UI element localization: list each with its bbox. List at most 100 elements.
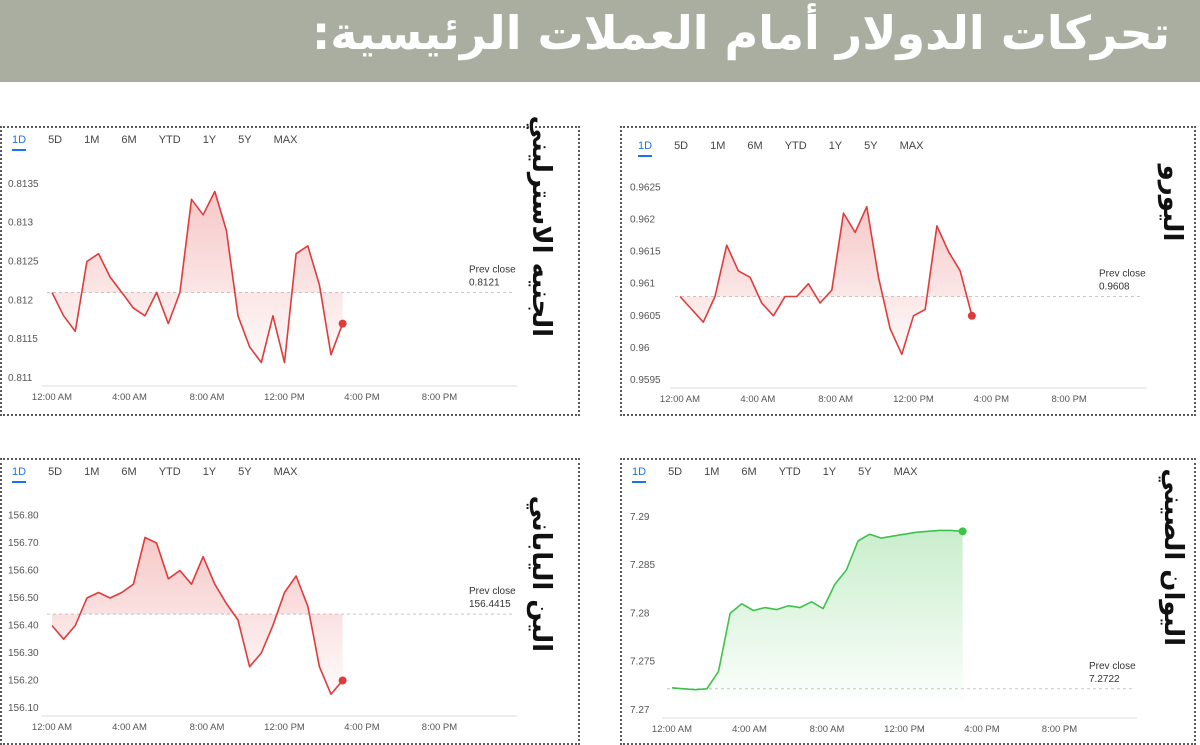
tab-5d[interactable]: 5D	[668, 466, 683, 478]
tab-1y[interactable]: 1Y	[202, 134, 217, 146]
tab-1y[interactable]: 1Y	[202, 466, 217, 478]
y-tick-label: 0.8135	[8, 179, 39, 190]
tab-1y[interactable]: 1Y	[828, 140, 843, 152]
x-tick-label: 12:00 AM	[652, 724, 692, 735]
tab-ytd[interactable]: YTD	[158, 466, 181, 478]
cny-currency-label: اليوان الصيني	[1158, 468, 1188, 646]
gbp-line-chart: 0.8135 0.813 0.8125 0.812 0.8115 0.811 12:00 A…	[8, 179, 517, 403]
tab-5y[interactable]: 5Y	[238, 466, 252, 478]
y-tick-label: 0.96	[630, 343, 650, 354]
series-line	[671, 529, 963, 691]
x-tick-label: 8:00 AM	[810, 724, 845, 735]
series-area	[680, 206, 972, 355]
tab-6m[interactable]: 6M	[121, 134, 137, 146]
series-end-point	[338, 319, 347, 328]
series-line	[51, 190, 344, 364]
tab-max[interactable]: MAX	[893, 466, 918, 478]
x-tick-label: 8:00 AM	[818, 394, 853, 405]
tab-1m[interactable]: 1M	[84, 134, 100, 146]
series-line	[679, 205, 973, 356]
y-tick-label: 7.27	[630, 705, 650, 716]
tab-1d[interactable]: 1D	[12, 466, 27, 483]
tab-5d[interactable]: 5D	[674, 140, 689, 152]
prev-close-value: 7.2722	[1089, 674, 1120, 685]
jpy-currency-label: الين الياباني	[526, 495, 556, 652]
tab-6m[interactable]: 6M	[121, 466, 137, 478]
tab-1m[interactable]: 1M	[704, 466, 720, 478]
tab-5y[interactable]: 5Y	[858, 466, 872, 478]
gbp-currency-label: الجنيه الاسترليني	[526, 115, 556, 337]
y-tick-label: 0.812	[8, 295, 33, 306]
x-tick-label: 8:00 PM	[1051, 394, 1086, 405]
jpy-line-chart: 156.80 156.70 156.60 156.50 156.40 156.30 156.…	[8, 511, 517, 733]
x-tick-label: 8:00 PM	[1042, 724, 1077, 735]
y-tick-label: 0.811	[8, 373, 33, 384]
tab-1y[interactable]: 1Y	[822, 466, 837, 478]
eur-chart-panel: 1D 5D 1M 6M YTD 1Y 5Y MAX 0.9625 0.962 0.9615 0.96…	[620, 126, 1196, 416]
prev-close-value: 0.9608	[1099, 282, 1130, 293]
x-tick-label: 8:00 PM	[422, 392, 457, 403]
series-end-point	[958, 527, 967, 536]
cny-chart-panel: 1D 5D 1M 6M YTD 1Y 5Y MAX 7.29 7.285 7.28 7.275 7.2…	[620, 458, 1196, 745]
y-tick-label: 156.80	[8, 511, 39, 522]
x-tick-label: 12:00 AM	[660, 394, 700, 405]
tab-max[interactable]: MAX	[899, 140, 924, 152]
tab-1m[interactable]: 1M	[84, 466, 100, 478]
x-tick-label: 12:00 PM	[893, 394, 934, 405]
y-tick-label: 156.30	[8, 648, 39, 659]
series-area	[672, 530, 963, 700]
y-tick-label: 7.285	[630, 560, 655, 571]
y-tick-label: 156.20	[8, 676, 39, 687]
range-tabs: 1D 5D 1M 6M YTD 1Y 5Y MAX	[12, 134, 319, 151]
series-line	[51, 536, 344, 695]
y-tick-label: 0.961	[630, 279, 655, 290]
series-end-point	[338, 676, 347, 685]
tab-1m[interactable]: 1M	[710, 140, 726, 152]
y-tick-label: 156.50	[8, 593, 39, 604]
tab-5y[interactable]: 5Y	[238, 134, 252, 146]
x-tick-label: 8:00 AM	[190, 392, 225, 403]
y-tick-label: 7.275	[630, 657, 655, 668]
y-tick-label: 0.9615	[630, 247, 661, 258]
tab-6m[interactable]: 6M	[741, 466, 757, 478]
x-tick-label: 8:00 PM	[422, 722, 457, 733]
y-tick-label: 0.9625	[630, 182, 661, 193]
y-tick-label: 7.29	[630, 512, 650, 523]
tab-ytd[interactable]: YTD	[784, 140, 807, 152]
y-tick-label: 156.40	[8, 621, 39, 632]
tab-5d[interactable]: 5D	[48, 134, 63, 146]
prev-close-label: Prev close	[1089, 661, 1136, 672]
x-tick-label: 4:00 AM	[740, 394, 775, 405]
x-tick-label: 4:00 PM	[974, 394, 1009, 405]
series-area	[52, 191, 343, 363]
tab-5d[interactable]: 5D	[48, 466, 63, 478]
page-title: تحركات الدولار أمام العملات الرئيسية:	[311, 6, 1171, 60]
y-tick-label: 0.8115	[8, 334, 38, 345]
series-end-point	[967, 311, 976, 320]
range-tabs: 1D 5D 1M 6M YTD 1Y 5Y MAX	[12, 466, 319, 483]
x-tick-label: 12:00 AM	[32, 722, 72, 733]
prev-close-value: 0.8121	[469, 278, 500, 289]
tab-max[interactable]: MAX	[273, 134, 298, 146]
x-tick-label: 4:00 PM	[964, 724, 999, 735]
x-tick-label: 12:00 PM	[884, 724, 925, 735]
tab-max[interactable]: MAX	[273, 466, 298, 478]
eur-currency-label: اليورو	[1157, 164, 1187, 242]
x-tick-label: 12:00 PM	[264, 392, 305, 403]
x-tick-label: 12:00 AM	[32, 392, 72, 403]
tab-5y[interactable]: 5Y	[864, 140, 878, 152]
tab-ytd[interactable]: YTD	[158, 134, 181, 146]
tab-1d[interactable]: 1D	[12, 134, 27, 151]
tab-1d[interactable]: 1D	[638, 140, 653, 157]
y-tick-label: 0.962	[630, 215, 655, 226]
y-tick-label: 156.70	[8, 538, 39, 549]
y-tick-label: 0.9595	[630, 375, 661, 386]
x-tick-label: 12:00 PM	[264, 722, 305, 733]
series-area	[52, 537, 343, 695]
prev-close-label: Prev close	[469, 586, 516, 597]
tab-1d[interactable]: 1D	[632, 466, 647, 483]
tab-6m[interactable]: 6M	[747, 140, 763, 152]
tab-ytd[interactable]: YTD	[778, 466, 801, 478]
range-tabs: 1D 5D 1M 6M YTD 1Y 5Y MAX	[632, 466, 939, 483]
